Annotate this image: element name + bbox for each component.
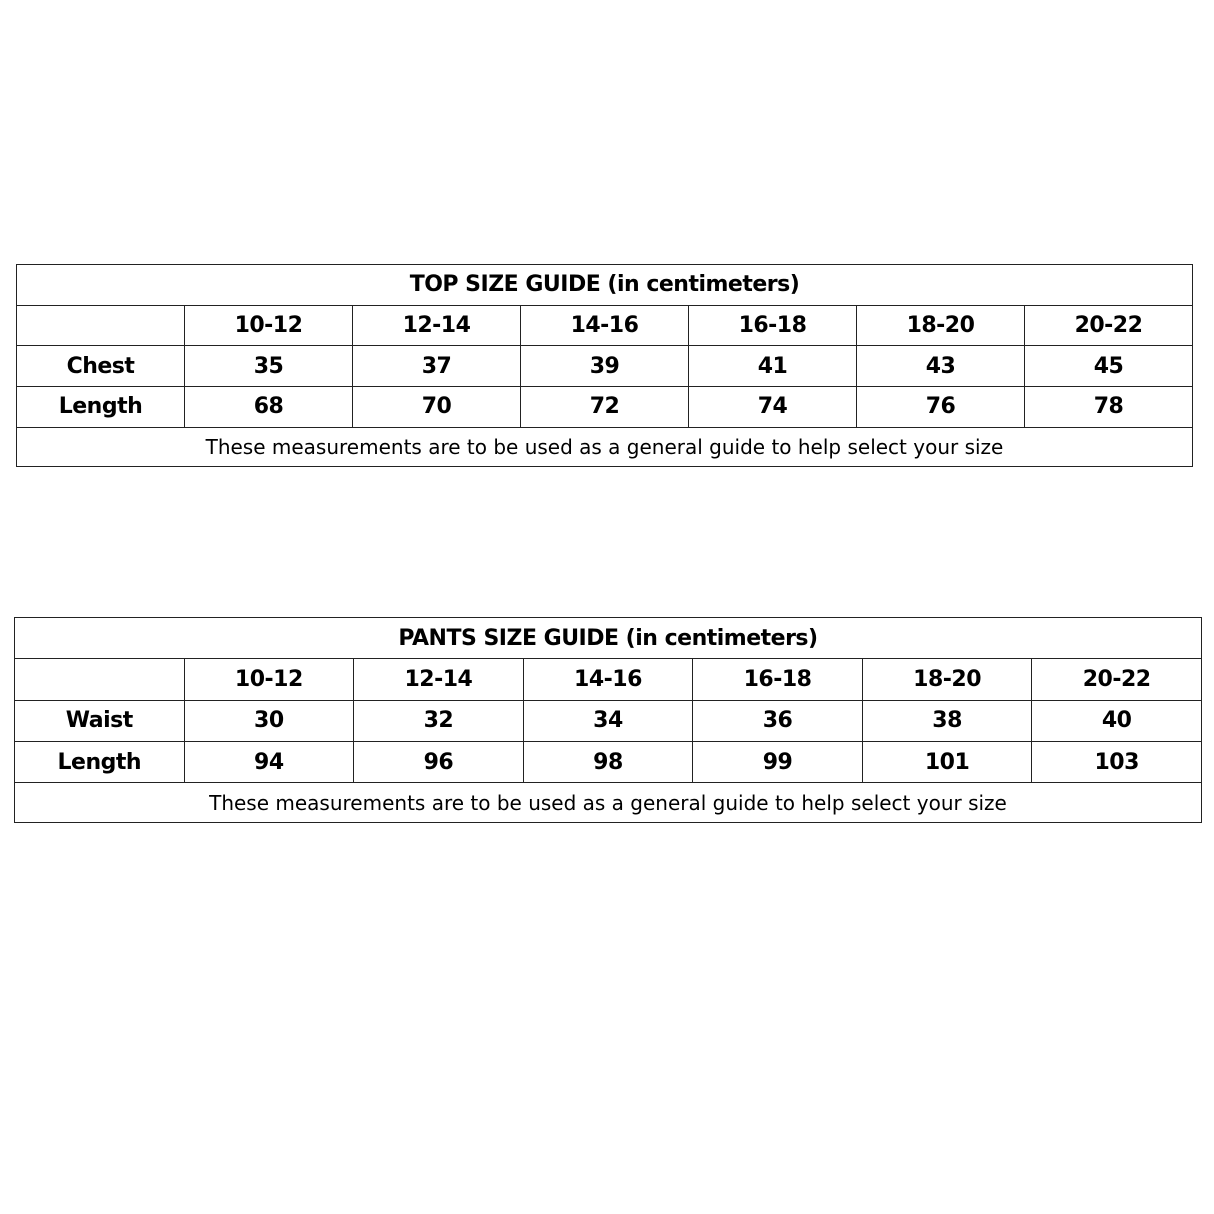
size-header: 14-16 (522, 658, 694, 701)
measurement-value: 96 (353, 740, 524, 784)
measurement-value: 101 (861, 740, 1033, 784)
measurement-value: 35 (184, 345, 353, 388)
size-header: 18-20 (856, 304, 1025, 347)
measurement-value: 78 (1024, 386, 1193, 428)
note-row: These measurements are to be used as a g… (14, 782, 1202, 823)
measurement-value: 40 (1031, 699, 1202, 742)
row-label: Waist (14, 699, 185, 742)
table-title: TOP SIZE GUIDE (in centimeters) (16, 264, 1193, 306)
top-size-guide-table: TOP SIZE GUIDE (in centimeters) 10-12 12-1… (16, 264, 1193, 468)
guide-note: These measurements are to be used as a g… (16, 426, 1193, 468)
measurement-value: 103 (1031, 740, 1202, 784)
measurement-row: Length 94 96 98 99 101 103 (14, 740, 1202, 784)
guide-note: These measurements are to be used as a g… (14, 782, 1202, 823)
size-header: 18-20 (861, 658, 1033, 701)
table-title: PANTS SIZE GUIDE (in centimeters) (14, 616, 1202, 660)
empty-corner-cell (16, 304, 185, 347)
measurement-value: 98 (522, 740, 694, 784)
row-label: Length (14, 740, 185, 784)
size-header: 14-16 (520, 304, 689, 347)
measurement-value: 94 (183, 740, 355, 784)
row-label: Length (16, 386, 185, 428)
size-header: 10-12 (184, 304, 353, 347)
measurement-value: 68 (184, 386, 353, 428)
measurement-row: Length 68 70 72 74 76 78 (16, 386, 1193, 428)
title-row: TOP SIZE GUIDE (in centimeters) (16, 264, 1193, 306)
measurement-value: 30 (183, 699, 355, 742)
measurement-value: 76 (856, 386, 1025, 428)
size-header: 12-14 (353, 658, 524, 701)
size-header: 10-12 (183, 658, 355, 701)
size-header: 20-22 (1024, 304, 1193, 347)
note-row: These measurements are to be used as a g… (16, 426, 1193, 468)
empty-corner-cell (14, 658, 185, 701)
measurement-value: 70 (352, 386, 521, 428)
measurement-value: 37 (352, 345, 521, 388)
size-header: 16-18 (688, 304, 857, 347)
measurement-row: Chest 35 37 39 41 43 45 (16, 345, 1193, 388)
measurement-value: 41 (688, 345, 857, 388)
size-header-row: 10-12 12-14 14-16 16-18 18-20 20-22 (14, 658, 1202, 701)
measurement-value: 74 (688, 386, 857, 428)
row-label: Chest (16, 345, 185, 388)
measurement-row: Waist 30 32 34 36 38 40 (14, 699, 1202, 742)
measurement-value: 43 (856, 345, 1025, 388)
measurement-value: 45 (1024, 345, 1193, 388)
measurement-value: 32 (353, 699, 524, 742)
size-header: 20-22 (1031, 658, 1202, 701)
size-header: 12-14 (352, 304, 521, 347)
measurement-value: 34 (522, 699, 694, 742)
pants-size-guide-table: PANTS SIZE GUIDE (in centimeters) 10-12 12… (14, 616, 1202, 823)
size-header: 16-18 (692, 658, 863, 701)
measurement-value: 36 (692, 699, 863, 742)
size-header-row: 10-12 12-14 14-16 16-18 18-20 20-22 (16, 304, 1193, 347)
measurement-value: 38 (861, 699, 1033, 742)
title-row: PANTS SIZE GUIDE (in centimeters) (14, 616, 1202, 660)
measurement-value: 99 (692, 740, 863, 784)
measurement-value: 39 (520, 345, 689, 388)
measurement-value: 72 (520, 386, 689, 428)
